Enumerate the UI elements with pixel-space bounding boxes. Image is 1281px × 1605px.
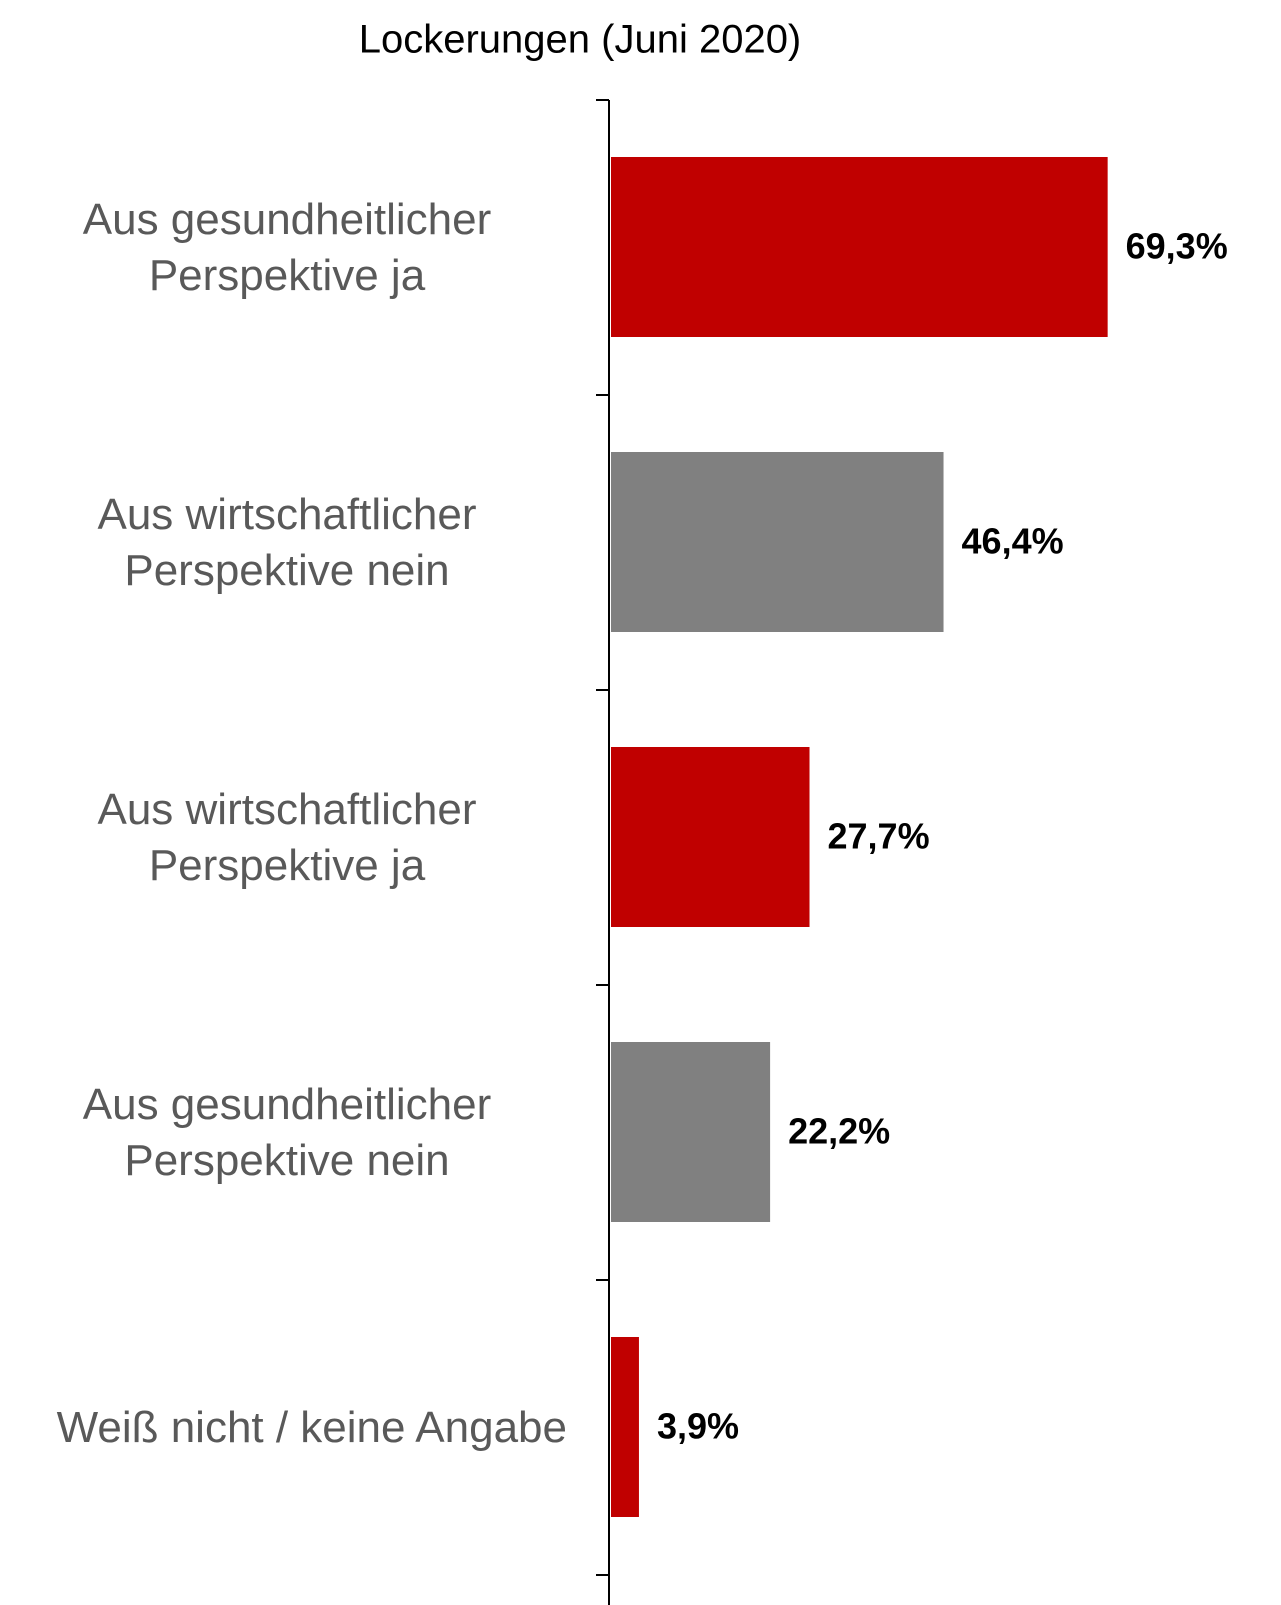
category-label-box: Aus wirtschaftlicher Perspektive nein — [0, 395, 567, 690]
bar — [611, 1337, 639, 1517]
bar — [611, 1042, 771, 1222]
bar — [611, 747, 810, 927]
category-label-box: Aus gesundheitlicher Perspektive nein — [0, 985, 567, 1280]
category-label: Weiß nicht / keine Angabe — [56, 1402, 567, 1452]
category-label: Aus gesundheitlicher Perspektive nein — [82, 1079, 492, 1185]
bar — [611, 157, 1108, 337]
value-label: 69,3% — [1126, 226, 1228, 267]
value-label: 46,4% — [962, 521, 1064, 562]
category-label: Aus wirtschaftlicher Perspektive nein — [97, 489, 477, 595]
value-label: 22,2% — [788, 1111, 890, 1152]
value-label: 3,9% — [657, 1406, 739, 1447]
category-label-box: Weiß nicht / keine Angabe — [0, 1280, 567, 1575]
chart-title: Lockerungen (Juni 2020) — [359, 18, 802, 62]
value-label: 27,7% — [828, 816, 930, 857]
category-label-box: Aus wirtschaftlicher Perspektive ja — [0, 690, 567, 985]
bar — [611, 452, 944, 632]
category-label: Aus wirtschaftlicher Perspektive ja — [97, 784, 477, 890]
category-label-box: Aus gesundheitlicher Perspektive ja — [0, 100, 567, 395]
category-label: Aus gesundheitlicher Perspektive ja — [82, 194, 492, 300]
